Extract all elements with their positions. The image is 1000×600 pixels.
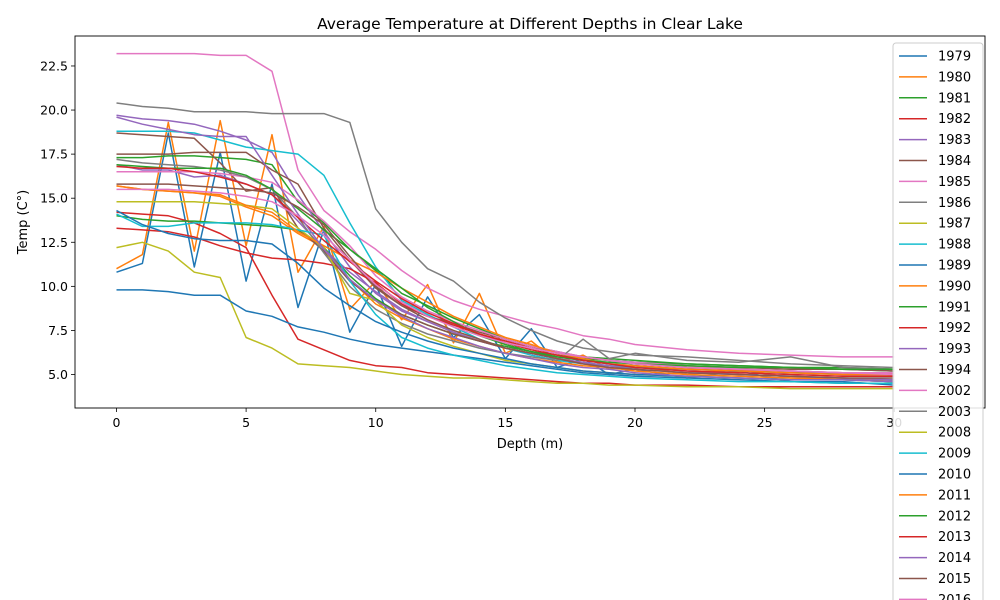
series-line-1985 bbox=[116, 52, 895, 358]
legend-label-1989: 1989 bbox=[938, 259, 971, 274]
legend-label-1985: 1985 bbox=[938, 175, 971, 190]
legend: 1979 1980 1981 1982 1983 1984 1985 1986 1987 1988… bbox=[892, 42, 984, 600]
y-tick-label: 7.5 bbox=[48, 323, 68, 338]
legend-label-1979: 1979 bbox=[938, 50, 971, 65]
legend-label-2012: 2012 bbox=[938, 509, 971, 524]
x-tick-label: 5 bbox=[242, 415, 250, 430]
series-line-2012 bbox=[116, 163, 895, 370]
x-axis-label: Depth (m) bbox=[497, 437, 564, 452]
legend-label-1994: 1994 bbox=[938, 363, 971, 378]
series-line-2009 bbox=[116, 213, 895, 385]
legend-label-2009: 2009 bbox=[938, 447, 971, 462]
legend-label-1992: 1992 bbox=[938, 321, 971, 336]
legend-label-1983: 1983 bbox=[938, 133, 971, 148]
series-line-2014 bbox=[116, 116, 895, 383]
y-tick-label: 20.0 bbox=[40, 103, 68, 118]
y-tick-label: 22.5 bbox=[40, 58, 68, 73]
y-tick-label: 17.5 bbox=[40, 147, 68, 162]
series-line-1982 bbox=[116, 211, 895, 388]
legend-label-1990: 1990 bbox=[938, 279, 971, 294]
x-tick-label: 10 bbox=[368, 415, 384, 430]
y-tick-label: 12.5 bbox=[40, 235, 68, 250]
x-tick-label: 25 bbox=[757, 415, 773, 430]
x-axis-ticks: 051015202530 bbox=[113, 408, 902, 430]
legend-label-2003: 2003 bbox=[938, 405, 971, 420]
chart-title: Average Temperature at Different Depths … bbox=[317, 15, 743, 33]
series-line-1989 bbox=[116, 289, 895, 385]
legend-label-2013: 2013 bbox=[938, 530, 971, 545]
y-tick-label: 5.0 bbox=[48, 367, 68, 382]
legend-label-1982: 1982 bbox=[938, 112, 971, 127]
legend-label-2008: 2008 bbox=[938, 426, 971, 441]
legend-label-2014: 2014 bbox=[938, 551, 971, 566]
series-line-1987 bbox=[116, 241, 895, 390]
legend-label-1980: 1980 bbox=[938, 70, 971, 85]
legend-label-1981: 1981 bbox=[938, 91, 971, 106]
legend-label-1993: 1993 bbox=[938, 342, 971, 357]
series-line-2016 bbox=[116, 188, 895, 376]
legend-label-2010: 2010 bbox=[938, 468, 971, 483]
x-tick-label: 15 bbox=[497, 415, 513, 430]
y-axis-label: Temp (C°) bbox=[16, 190, 31, 256]
legend-label-1988: 1988 bbox=[938, 238, 971, 253]
series-line-2003 bbox=[116, 158, 895, 370]
series-line-2013 bbox=[116, 165, 895, 378]
legend-label-2016: 2016 bbox=[938, 593, 971, 600]
y-tick-label: 10.0 bbox=[40, 279, 68, 294]
legend-label-1986: 1986 bbox=[938, 196, 971, 211]
y-axis-ticks: 5.0 7.5 10.0 12.5 15.0 17.5 20.0 22.5 bbox=[40, 58, 75, 382]
x-tick-label: 20 bbox=[627, 415, 643, 430]
series-line-1986 bbox=[116, 102, 895, 369]
legend-label-1987: 1987 bbox=[938, 217, 971, 232]
series-line-2011 bbox=[116, 185, 895, 376]
legend-label-1991: 1991 bbox=[938, 300, 971, 315]
series-line-1990 bbox=[116, 185, 895, 383]
legend-label-2002: 2002 bbox=[938, 384, 971, 399]
y-tick-label: 15.0 bbox=[40, 191, 68, 206]
series-line-2015 bbox=[116, 183, 895, 379]
x-tick-label: 0 bbox=[113, 415, 121, 430]
legend-label-1984: 1984 bbox=[938, 154, 971, 169]
series-lines bbox=[116, 52, 895, 390]
plot-frame bbox=[74, 35, 986, 409]
legend-label-2011: 2011 bbox=[938, 488, 971, 503]
legend-box bbox=[892, 42, 984, 600]
legend-label-2015: 2015 bbox=[938, 572, 971, 587]
